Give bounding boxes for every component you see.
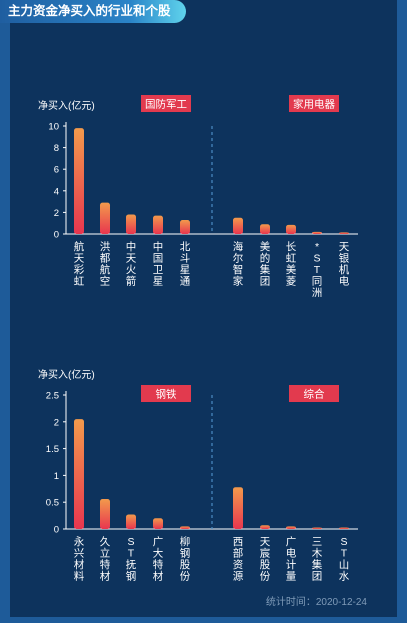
category-label: 北斗星通 bbox=[180, 241, 191, 288]
group-tag bbox=[141, 95, 191, 112]
bar bbox=[180, 526, 190, 529]
category-label: 柳钢股份 bbox=[180, 535, 191, 583]
y-axis-label: 净买入(亿元) bbox=[38, 99, 95, 112]
group-tag-label: 国防军工 bbox=[145, 98, 187, 111]
category-label: 洪都航空 bbox=[100, 241, 111, 288]
category-label: 海尔智家 bbox=[233, 240, 244, 288]
group-tag-label: 家用电器 bbox=[293, 98, 335, 111]
bar bbox=[312, 231, 322, 234]
bar bbox=[339, 527, 349, 529]
category-label: S T 山水 bbox=[339, 536, 350, 583]
category-label: * S T 同洲 bbox=[312, 241, 323, 299]
bar bbox=[126, 514, 136, 529]
bar bbox=[260, 224, 270, 234]
category-label: 西部资源 bbox=[233, 536, 244, 583]
y-tick-label: 8 bbox=[54, 143, 59, 154]
category-label: 中天火箭 bbox=[126, 240, 137, 288]
bar bbox=[339, 232, 349, 234]
bar bbox=[153, 215, 163, 234]
category-label: 久立特材 bbox=[100, 536, 111, 583]
bar bbox=[233, 487, 243, 529]
category-label: 天宸股份 bbox=[260, 536, 271, 583]
bar bbox=[180, 219, 190, 234]
bar bbox=[286, 526, 296, 529]
category-label: 永兴材料 bbox=[74, 535, 85, 583]
bar bbox=[153, 518, 163, 529]
category-label: 航天彩虹 bbox=[74, 240, 85, 288]
y-tick-label: 0 bbox=[54, 525, 59, 536]
y-tick-label: 1.5 bbox=[46, 444, 59, 455]
bar bbox=[74, 419, 84, 529]
category-label: 长虹美菱 bbox=[286, 241, 297, 288]
y-tick-label: 2.5 bbox=[46, 391, 59, 402]
category-label: 美的集团 bbox=[260, 240, 271, 288]
category-label: 三木集团 bbox=[312, 536, 323, 583]
page-title: 主力资金净买入的行业和个股 bbox=[0, 0, 186, 23]
y-tick-label: 0.5 bbox=[46, 498, 59, 509]
group-tag-label: 钢铁 bbox=[156, 388, 177, 401]
y-tick-label: 2 bbox=[54, 208, 59, 219]
group-tag bbox=[289, 95, 339, 112]
category-label: 广电计量 bbox=[286, 536, 297, 583]
bar bbox=[100, 202, 110, 234]
category-label: 广大特材 bbox=[153, 536, 164, 583]
y-tick-label: 10 bbox=[48, 122, 59, 133]
y-axis-label: 净买入(亿元) bbox=[38, 368, 95, 381]
stat-time-label: 统计时间：2020-12-24 bbox=[265, 597, 367, 608]
bar bbox=[74, 128, 84, 234]
bar bbox=[126, 214, 136, 234]
group-tag bbox=[141, 385, 191, 402]
category-label: 中国卫星 bbox=[153, 240, 164, 288]
category-label: S T 抚钢 bbox=[126, 536, 137, 583]
y-tick-label: 4 bbox=[54, 186, 59, 197]
group-tag bbox=[289, 385, 339, 402]
y-tick-label: 6 bbox=[54, 165, 59, 176]
bar bbox=[312, 527, 322, 529]
bar bbox=[100, 498, 110, 529]
y-tick-label: 1 bbox=[54, 471, 59, 482]
bar bbox=[286, 224, 296, 234]
bar bbox=[260, 525, 270, 529]
y-tick-label: 2 bbox=[54, 417, 59, 428]
group-tag-label: 综合 bbox=[304, 388, 325, 401]
bar bbox=[233, 217, 243, 234]
y-tick-label: 0 bbox=[54, 230, 59, 241]
category-label: 天银机电 bbox=[339, 241, 350, 288]
